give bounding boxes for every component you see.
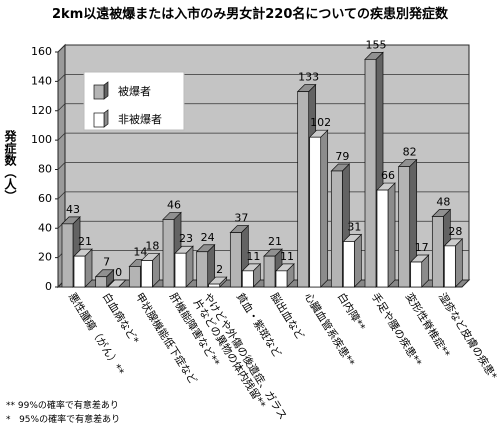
bar bbox=[229, 232, 242, 288]
legend-swatch-side bbox=[103, 109, 109, 128]
bar bbox=[208, 283, 221, 288]
bar bbox=[376, 189, 389, 288]
bar bbox=[196, 251, 209, 288]
bar bbox=[174, 252, 187, 288]
bar bbox=[431, 216, 444, 288]
bar bbox=[73, 255, 86, 288]
data-label: 21 bbox=[268, 235, 282, 248]
data-label: 133 bbox=[298, 71, 319, 84]
grid-line bbox=[57, 132, 469, 141]
bar bbox=[263, 255, 276, 288]
y-tick-label: 120 bbox=[31, 104, 52, 117]
y-axis-label: 発症数（人） bbox=[3, 130, 17, 202]
y-tick-label: 160 bbox=[31, 45, 52, 58]
data-label: 43 bbox=[66, 203, 80, 216]
data-label: 79 bbox=[335, 150, 349, 163]
data-label: 46 bbox=[167, 198, 181, 211]
data-label: 66 bbox=[381, 169, 395, 182]
grid-line bbox=[57, 103, 469, 112]
data-label: 14 bbox=[133, 245, 147, 258]
bar-side bbox=[353, 233, 362, 288]
data-label: 11 bbox=[246, 250, 260, 263]
bar bbox=[297, 91, 310, 288]
bar-side bbox=[387, 182, 396, 288]
bar bbox=[364, 58, 377, 288]
y-tick-label: 0 bbox=[45, 280, 52, 293]
bar bbox=[398, 166, 411, 288]
bar bbox=[140, 260, 153, 288]
data-label: 155 bbox=[366, 38, 387, 51]
bar-side bbox=[454, 238, 463, 288]
data-label: 31 bbox=[347, 220, 361, 233]
grid-line bbox=[57, 73, 469, 82]
legend-swatch bbox=[93, 112, 105, 128]
data-label: 48 bbox=[436, 196, 450, 209]
data-label: 28 bbox=[448, 225, 462, 238]
data-label: 2 bbox=[216, 263, 223, 276]
grid-line bbox=[57, 162, 469, 170]
legend-swatch bbox=[93, 84, 105, 100]
bar bbox=[95, 276, 108, 288]
legend-label: 非被爆者 bbox=[118, 112, 162, 126]
bar bbox=[330, 170, 343, 288]
bar bbox=[309, 136, 322, 288]
footnote: * 95%の確率で有意差あり bbox=[6, 415, 121, 425]
data-label: 82 bbox=[403, 146, 417, 159]
y-tick-label: 40 bbox=[38, 221, 52, 234]
legend-label: 被爆者 bbox=[118, 84, 151, 98]
legend-swatch-side bbox=[103, 81, 109, 100]
data-label: 18 bbox=[145, 240, 159, 253]
data-label: 102 bbox=[310, 116, 331, 129]
legend-box bbox=[83, 71, 185, 131]
bar bbox=[241, 270, 254, 288]
bar bbox=[410, 261, 423, 288]
chart-title: 2km以遠被爆または入市のみ男女計220名についての疾患別発症数 bbox=[52, 7, 448, 22]
data-label: 11 bbox=[280, 250, 294, 263]
footnote: ** 99%の確率で有意差あり bbox=[6, 401, 119, 411]
bar bbox=[128, 266, 141, 288]
bar-top bbox=[106, 279, 127, 288]
y-tick-label: 80 bbox=[38, 163, 52, 176]
y-tick-label: 100 bbox=[31, 133, 52, 146]
bar-side bbox=[320, 129, 329, 288]
data-label: 21 bbox=[78, 235, 92, 248]
bar bbox=[342, 241, 355, 288]
bar bbox=[61, 223, 74, 288]
y-tick-label: 20 bbox=[38, 251, 52, 264]
data-label: 24 bbox=[201, 231, 215, 244]
data-label: 7 bbox=[103, 256, 110, 269]
grid-line bbox=[57, 44, 469, 53]
bar bbox=[275, 270, 288, 288]
bar bbox=[162, 219, 175, 288]
data-label: 23 bbox=[179, 232, 193, 245]
bar bbox=[443, 245, 456, 288]
y-tick-label: 140 bbox=[31, 74, 52, 87]
y-tick-label: 60 bbox=[38, 192, 52, 205]
data-label: 17 bbox=[415, 241, 429, 254]
data-label: 37 bbox=[234, 212, 248, 225]
data-label: 0 bbox=[115, 266, 122, 279]
